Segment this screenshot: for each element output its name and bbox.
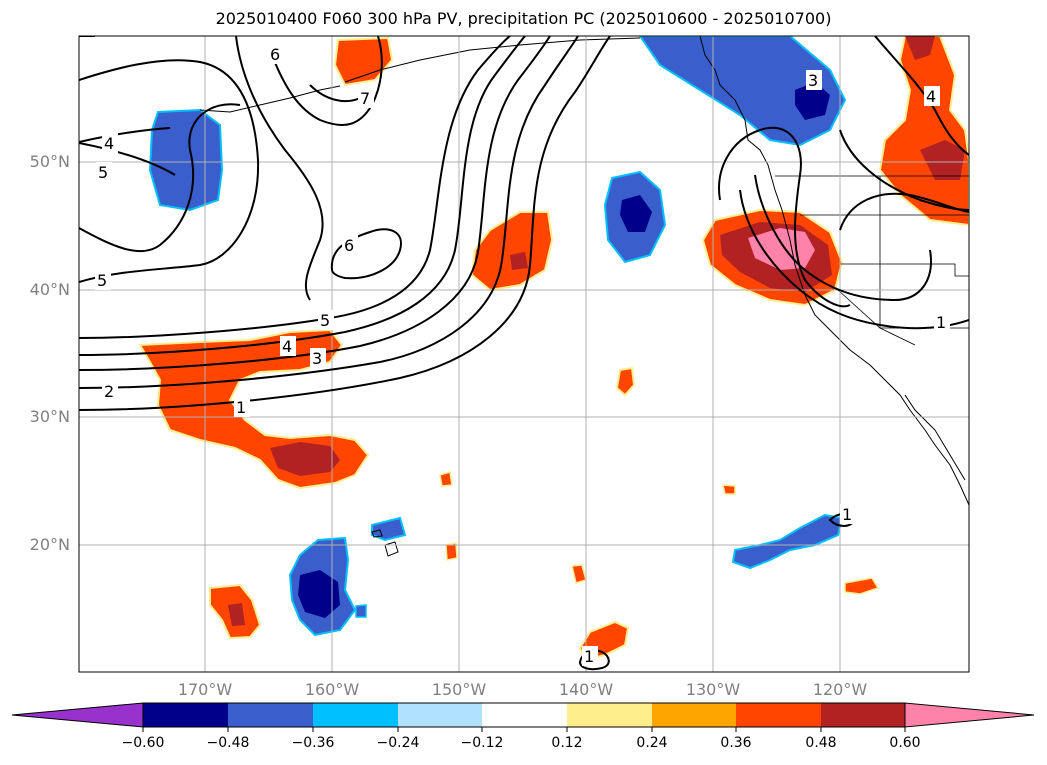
pos-precip-region [615, 366, 636, 397]
contour-label: 1 [842, 505, 852, 524]
lat-label: 50°N [29, 152, 70, 171]
lon-label: 120°W [812, 680, 868, 699]
lon-label: 150°W [431, 680, 487, 699]
political-boundaries [775, 175, 969, 346]
colorbar-tick-label: −0.48 [206, 735, 250, 751]
map-frame [78, 35, 970, 673]
pv-contour [79, 36, 579, 389]
state-border [840, 263, 969, 277]
neg-precip-region [731, 513, 844, 570]
contour-label: 4 [282, 337, 292, 356]
pv-contour [79, 127, 171, 143]
hawaii-island [371, 529, 383, 538]
colorbar-segment [567, 703, 652, 727]
north-america-coast [699, 36, 969, 506]
pv-contours [79, 36, 969, 671]
contour-label: 6 [270, 45, 280, 64]
alaska-coast [344, 37, 641, 83]
lon-label: 130°W [685, 680, 741, 699]
pv-contour [739, 189, 969, 330]
neg-precip-core [298, 570, 340, 618]
pos-precip-core [270, 442, 340, 476]
pv-contour [79, 142, 176, 176]
lon-label: 160°W [304, 680, 360, 699]
pv-contour [718, 126, 851, 308]
pv-contour [79, 36, 611, 411]
colorbar-segment [228, 703, 313, 727]
contour-label: 5 [97, 271, 107, 290]
colorbar-segment [652, 703, 736, 727]
pv-contour [874, 36, 969, 156]
neg-precip-region [148, 108, 224, 212]
aleutian-islands [199, 85, 341, 113]
contour-label: 6 [344, 236, 354, 255]
contour-label: 7 [360, 89, 370, 108]
pos-precip-core [905, 36, 935, 60]
pv-contour [79, 36, 526, 356]
colorbar-tick-label: 0.48 [805, 735, 837, 751]
colorbar-segment [821, 703, 905, 727]
colorbar-segment [313, 703, 398, 727]
pv-contour [79, 36, 511, 339]
colorbar-tick-label: 0.60 [889, 735, 921, 751]
pv-contour [79, 36, 260, 283]
contour-label: 5 [320, 311, 330, 330]
pos-precip-region [333, 36, 394, 87]
neg-precip-core [795, 82, 830, 120]
colorbar [11, 702, 1035, 732]
contour-label: 3 [312, 349, 322, 368]
neg-precip-core [620, 195, 652, 232]
pos-precip-region [439, 471, 453, 487]
colorbar-tick-label: 0.36 [720, 735, 752, 751]
pv-contour [309, 84, 361, 103]
lat-label: 20°N [29, 535, 70, 554]
map-title: 2025010400 F060 300 hPa PV, precipitatio… [215, 9, 832, 28]
precip-shading [138, 36, 969, 662]
pv-contour [79, 36, 551, 371]
pv-contour [269, 36, 383, 126]
contour-label: 4 [104, 134, 114, 153]
colorbar-tick-label: −0.36 [291, 735, 335, 751]
colorbar-extend-low [11, 702, 144, 728]
contour-labels: 6 7 4 5 6 5 5 4 3 2 1 3 4 1 1 1 [95, 44, 950, 666]
lon-label: 170°W [177, 680, 233, 699]
contour-label: 1 [584, 647, 594, 666]
colorbar-segment [482, 703, 567, 727]
lon-label: 140°W [558, 680, 614, 699]
pos-precip-core [510, 252, 528, 270]
state-border [837, 289, 916, 346]
colorbar-tick-label: −0.24 [376, 735, 420, 751]
pv-contour [79, 103, 241, 253]
pv-contour [754, 174, 932, 302]
lat-label: 30°N [29, 407, 70, 426]
contour-label: 4 [926, 87, 936, 106]
pv-contour [235, 36, 324, 301]
contour-label: 1 [936, 313, 946, 332]
contour-label: 1 [236, 398, 246, 417]
colorbar-tick-label: 0.24 [636, 735, 668, 751]
contour-label: 2 [104, 382, 114, 401]
pos-precip-region [844, 577, 880, 595]
neg-precip-region [355, 604, 367, 618]
pos-precip-region [445, 542, 458, 561]
colorbar-extend-high [904, 702, 1035, 728]
pos-precip-region [722, 484, 736, 495]
contour-label: 5 [98, 163, 108, 182]
pv-contour [839, 129, 969, 211]
colorbar-segment [736, 703, 821, 727]
pos-precip-core [920, 140, 965, 180]
coastlines [199, 36, 969, 557]
colorbar-tick-label: −0.12 [460, 735, 504, 751]
colorbar-segment [398, 703, 482, 727]
hawaii-island [384, 541, 399, 557]
colorbar-tick-label: 0.12 [551, 735, 583, 751]
colorbar-segment [143, 703, 228, 727]
colorbar-tick-label: −0.60 [121, 735, 165, 751]
baja-coast [904, 394, 966, 481]
contour-label: 3 [808, 71, 818, 90]
lat-label: 40°N [29, 280, 70, 299]
neg-precip-region [638, 36, 847, 147]
pos-precip-core [228, 603, 245, 626]
